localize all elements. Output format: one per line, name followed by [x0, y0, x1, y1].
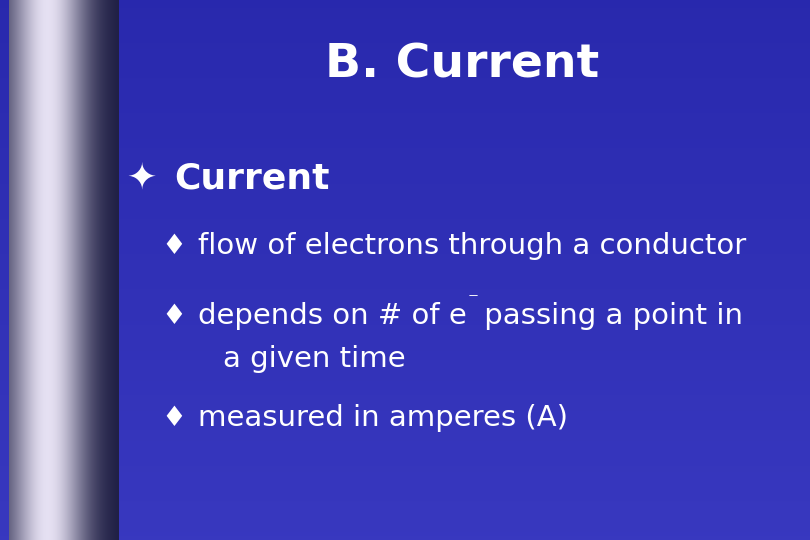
- Text: depends on # of e: depends on # of e: [198, 302, 467, 330]
- Text: flow of electrons through a conductor: flow of electrons through a conductor: [198, 232, 747, 260]
- Text: measured in amperes (A): measured in amperes (A): [198, 404, 569, 433]
- Text: passing a point in: passing a point in: [475, 302, 744, 330]
- Text: Current: Current: [174, 161, 330, 195]
- Text: ✦: ✦: [126, 161, 157, 195]
- Text: ♦: ♦: [162, 302, 186, 330]
- Text: ♦: ♦: [162, 232, 186, 260]
- Text: B. Current: B. Current: [325, 42, 599, 87]
- Text: ♦: ♦: [162, 404, 186, 433]
- Text: a given time: a given time: [223, 345, 405, 373]
- Text: ⁻: ⁻: [467, 289, 478, 310]
